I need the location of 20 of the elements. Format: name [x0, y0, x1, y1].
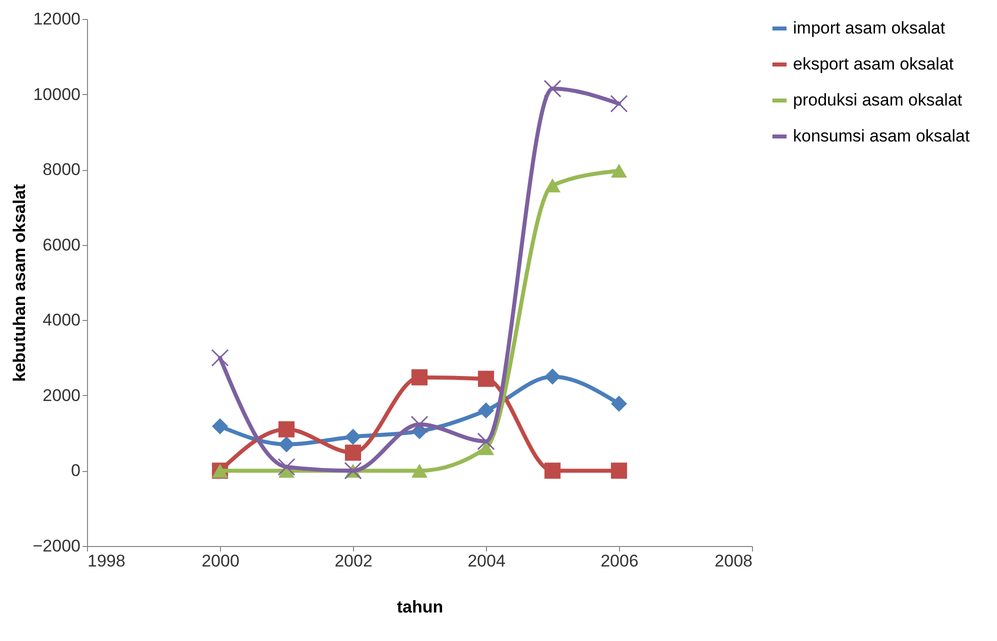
y-tick-label: 4000 [42, 310, 80, 330]
x-tick-label: 2000 [202, 552, 240, 570]
y-tick-label: 2000 [42, 386, 80, 405]
y-axis-title: kebutuhan asam oksalat [10, 184, 29, 382]
legend-label: konsumsi asam oksalat [793, 126, 970, 146]
x-tick-label: 1998 [88, 552, 126, 570]
x-axis-title: tahun [396, 598, 444, 616]
legend-label: produksi asam oksalat [793, 90, 962, 110]
y-tick-label: 0 [71, 461, 80, 480]
x-tick-label: 2004 [468, 552, 506, 570]
x-tick-label: 2008 [714, 552, 752, 570]
legend-label: eksport asam oksalat [793, 54, 954, 74]
y-tick-label: 12000 [33, 10, 80, 28]
legend-label: import asam oksalat [793, 18, 946, 38]
x-tick-label: 2002 [334, 552, 372, 570]
y-tick-label: −2000 [32, 536, 80, 556]
y-tick-label: 10000 [33, 84, 80, 104]
x-tick-label: 2006 [600, 552, 638, 570]
y-tick-label: 8000 [42, 160, 80, 180]
y-tick-label: 6000 [42, 235, 80, 254]
